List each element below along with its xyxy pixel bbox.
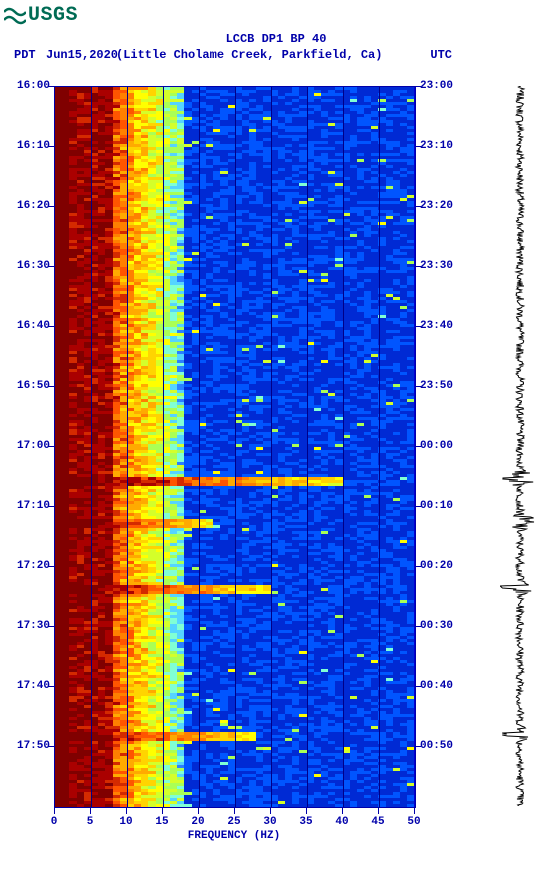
y-right-tick-label: 23:00 xyxy=(420,80,453,92)
x-tick-label: 5 xyxy=(87,816,94,828)
x-tick-label: 20 xyxy=(191,816,204,828)
x-tick-label: 30 xyxy=(263,816,276,828)
x-axis-title: FREQUENCY (HZ) xyxy=(54,830,414,842)
y-left-tick-label: 16:50 xyxy=(10,380,50,392)
y-left-tick-label: 17:40 xyxy=(10,680,50,692)
x-tick-label: 50 xyxy=(407,816,420,828)
y-right-tick-label: 23:10 xyxy=(420,140,453,152)
y-left-tick-label: 17:00 xyxy=(10,440,50,452)
x-tick-label: 35 xyxy=(299,816,312,828)
date-label: Jun15,2020 xyxy=(46,48,118,62)
y-right-tick-label: 23:40 xyxy=(420,320,453,332)
y-left-tick-label: 16:00 xyxy=(10,80,50,92)
y-right-tick-label: 00:10 xyxy=(420,500,453,512)
x-tick-label: 25 xyxy=(227,816,240,828)
x-tick-label: 0 xyxy=(51,816,58,828)
tz-right-label: UTC xyxy=(430,48,452,62)
usgs-logo: USGS xyxy=(4,4,78,27)
tz-left-label: PDT xyxy=(14,48,36,62)
y-left-tick-label: 17:30 xyxy=(10,620,50,632)
y-left-tick-label: 17:20 xyxy=(10,560,50,572)
x-tick-label: 15 xyxy=(155,816,168,828)
logo-text: USGS xyxy=(28,4,78,27)
location-label: (Little Cholame Creek, Parkfield, Ca) xyxy=(116,48,382,62)
y-left-tick-label: 17:10 xyxy=(10,500,50,512)
x-tick-label: 45 xyxy=(371,816,384,828)
y-right-tick-label: 23:30 xyxy=(420,260,453,272)
y-right-tick-label: 00:30 xyxy=(420,620,453,632)
y-left-tick-label: 16:30 xyxy=(10,260,50,272)
y-left-tick-label: 16:10 xyxy=(10,140,50,152)
seismogram-trace xyxy=(500,86,540,806)
spectrogram-plot xyxy=(54,86,416,808)
y-left-tick-label: 17:50 xyxy=(10,740,50,752)
y-left-tick-label: 16:20 xyxy=(10,200,50,212)
y-left-tick-label: 16:40 xyxy=(10,320,50,332)
y-right-tick-label: 00:20 xyxy=(420,560,453,572)
y-right-tick-label: 00:40 xyxy=(420,680,453,692)
y-right-tick-label: 23:50 xyxy=(420,380,453,392)
x-tick-label: 40 xyxy=(335,816,348,828)
y-right-tick-label: 23:20 xyxy=(420,200,453,212)
x-tick-label: 10 xyxy=(119,816,132,828)
y-right-tick-label: 00:00 xyxy=(420,440,453,452)
chart-title: LCCB DP1 BP 40 xyxy=(0,32,552,46)
y-right-tick-label: 00:50 xyxy=(420,740,453,752)
logo-wave-icon xyxy=(4,6,26,26)
